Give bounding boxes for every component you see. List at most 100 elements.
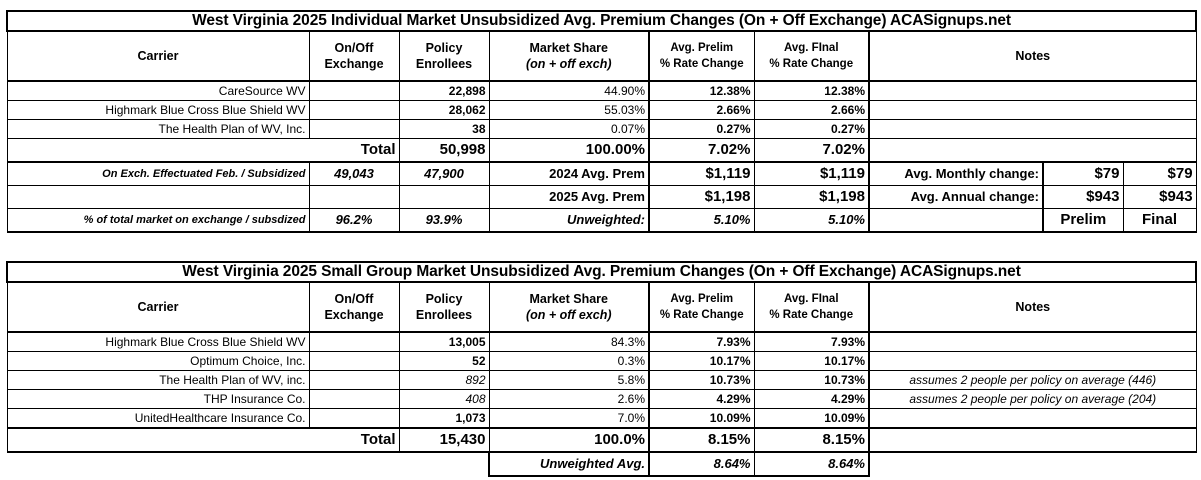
header-notes: Notes xyxy=(868,30,1197,82)
market-share-value: 44.90% xyxy=(488,80,650,101)
unweighted-avg-label: Unweighted Avg. xyxy=(488,451,650,477)
carrier-name: THP Insurance Co. xyxy=(6,389,310,409)
header-enrollees-line1: Policy xyxy=(425,292,463,306)
table-row: Highmark Blue Cross Blue Shield WV 13,00… xyxy=(6,331,1197,352)
header-share-line1: Market Share xyxy=(529,41,608,55)
unweighted-blank-1 xyxy=(7,452,309,476)
prelim-rate-change: 2.66% xyxy=(648,100,755,120)
total-row: Total 15,430 100.0% 8.15% 8.15% xyxy=(6,427,1197,453)
policy-enrollees-value: 52 xyxy=(398,351,490,371)
small-group-market-table: West Virginia 2025 Small Group Market Un… xyxy=(5,261,1198,477)
onoff-exchange-value xyxy=(308,351,400,371)
header-carrier: Carrier xyxy=(6,30,310,82)
carrier-name: Highmark Blue Cross Blue Shield WV xyxy=(6,331,310,352)
total-market-share: 100.00% xyxy=(488,138,650,163)
header-market-share: Market Share (on + off exch) xyxy=(488,281,650,333)
final-rate-change: 10.09% xyxy=(753,408,870,429)
onoff-exchange-value xyxy=(308,80,400,101)
unweighted-avg-final: 8.64% xyxy=(753,451,870,477)
notes-value: assumes 2 people per policy on average (… xyxy=(868,370,1197,390)
header-onoff-line1: On/Off xyxy=(334,292,374,306)
header-avg-final: Avg. FInal % Rate Change xyxy=(753,30,870,82)
header-share-line2: (on + off exch) xyxy=(525,308,612,322)
table-title-row: West Virginia 2025 Individual Market Uns… xyxy=(5,10,1198,32)
prem-2024-prelim: $1,119 xyxy=(648,161,755,186)
market-share-value: 84.3% xyxy=(488,331,650,352)
carrier-name: Highmark Blue Cross Blue Shield WV xyxy=(6,100,310,120)
prelim-rate-change: 0.27% xyxy=(648,119,755,139)
market-share-value: 7.0% xyxy=(488,408,650,429)
total-label: Total xyxy=(6,427,400,453)
header-prelim-line2: % Rate Change xyxy=(659,309,744,321)
prelim-rate-change: 10.09% xyxy=(648,408,755,429)
header-prelim-line1: Avg. Prelim xyxy=(670,42,734,54)
onoff-exchange-value xyxy=(308,119,400,139)
avg-annual-change-label: Avg. Annual change: xyxy=(868,185,1044,209)
notes-value xyxy=(868,80,1197,101)
total-label: Total xyxy=(6,138,400,163)
header-avg-prelim: Avg. Prelim % Rate Change xyxy=(648,30,755,82)
market-share-value: 0.3% xyxy=(488,351,650,371)
prem-2025-label: 2025 Avg. Prem xyxy=(488,185,650,209)
notes-value xyxy=(868,119,1197,139)
blue-blank-label xyxy=(6,185,310,209)
table-row: UnitedHealthcare Insurance Co. 1,073 7.0… xyxy=(6,408,1197,429)
table-row: CareSource WV 22,898 44.90% 12.38% 12.38… xyxy=(6,80,1197,101)
prelim-rate-change: 4.29% xyxy=(648,389,755,409)
effectuated-label: On Exch. Effectuated Feb. / Subsidized xyxy=(6,161,310,186)
avg-annual-change-final: $943 xyxy=(1122,185,1197,209)
header-onoff-line2: Exchange xyxy=(324,57,384,71)
legend-final: Final xyxy=(1122,208,1197,233)
avg-monthly-change-final: $79 xyxy=(1122,161,1197,186)
policy-enrollees-value: 28,062 xyxy=(398,100,490,120)
total-row: Total 50,998 100.00% 7.02% 7.02% xyxy=(6,138,1197,163)
effectuated-enrollees: 49,043 xyxy=(308,161,400,186)
unweighted-blank-3 xyxy=(399,452,489,476)
footer-row-effectuated: On Exch. Effectuated Feb. / Subsidized 4… xyxy=(6,161,1197,186)
column-header-row: Carrier On/Off Exchange Policy Enrollees… xyxy=(6,30,1197,82)
total-final-rate: 8.15% xyxy=(753,427,870,453)
carrier-name: CareSource WV xyxy=(6,80,310,101)
market-share-value: 0.07% xyxy=(488,119,650,139)
notes-value: assumes 2 people per policy on average (… xyxy=(868,389,1197,409)
market-share-value: 5.8% xyxy=(488,370,650,390)
avg-monthly-change-prelim: $79 xyxy=(1042,161,1124,186)
header-share-line1: Market Share xyxy=(529,292,608,306)
prem-2025-final: $1,198 xyxy=(753,185,870,209)
final-rate-change: 10.17% xyxy=(753,351,870,371)
market-share-value: 55.03% xyxy=(488,100,650,120)
total-enrollees: 50,998 xyxy=(398,138,490,163)
policy-enrollees-value: 38 xyxy=(398,119,490,139)
header-final-line2: % Rate Change xyxy=(769,309,854,321)
final-rate-change: 2.66% xyxy=(753,100,870,120)
header-share-line2: (on + off exch) xyxy=(525,57,612,71)
prem-2024-label: 2024 Avg. Prem xyxy=(488,161,650,186)
prem-2024-final: $1,119 xyxy=(753,161,870,186)
final-rate-change: 12.38% xyxy=(753,80,870,101)
prem-2025-prelim: $1,198 xyxy=(648,185,755,209)
header-onoff-exchange: On/Off Exchange xyxy=(308,30,400,82)
header-onoff-line2: Exchange xyxy=(324,308,384,322)
header-carrier: Carrier xyxy=(6,281,310,333)
prelim-rate-change: 7.93% xyxy=(648,331,755,352)
market-share-value: 2.6% xyxy=(488,389,650,409)
onoff-exchange-value xyxy=(308,331,400,352)
header-market-share: Market Share (on + off exch) xyxy=(488,30,650,82)
header-avg-prelim: Avg. Prelim % Rate Change xyxy=(648,281,755,333)
unweighted-final: 5.10% xyxy=(753,208,870,233)
carrier-name: Optimum Choice, Inc. xyxy=(6,351,310,371)
onoff-exchange-value xyxy=(308,370,400,390)
table-row: The Health Plan of WV, inc. 892 5.8% 10.… xyxy=(6,370,1197,390)
prelim-rate-change: 12.38% xyxy=(648,80,755,101)
unweighted-label: Unweighted: xyxy=(488,208,650,233)
policy-enrollees-value: 22,898 xyxy=(398,80,490,101)
header-notes: Notes xyxy=(868,281,1197,333)
individual-market-table: West Virginia 2025 Individual Market Uns… xyxy=(5,10,1198,233)
header-policy-enrollees: Policy Enrollees xyxy=(398,30,490,82)
blue-blank-v2 xyxy=(398,185,490,209)
total-prelim-rate: 7.02% xyxy=(648,138,755,163)
header-enrollees-line1: Policy xyxy=(425,41,463,55)
pct-subsidized: 93.9% xyxy=(398,208,490,233)
onoff-exchange-value xyxy=(308,389,400,409)
